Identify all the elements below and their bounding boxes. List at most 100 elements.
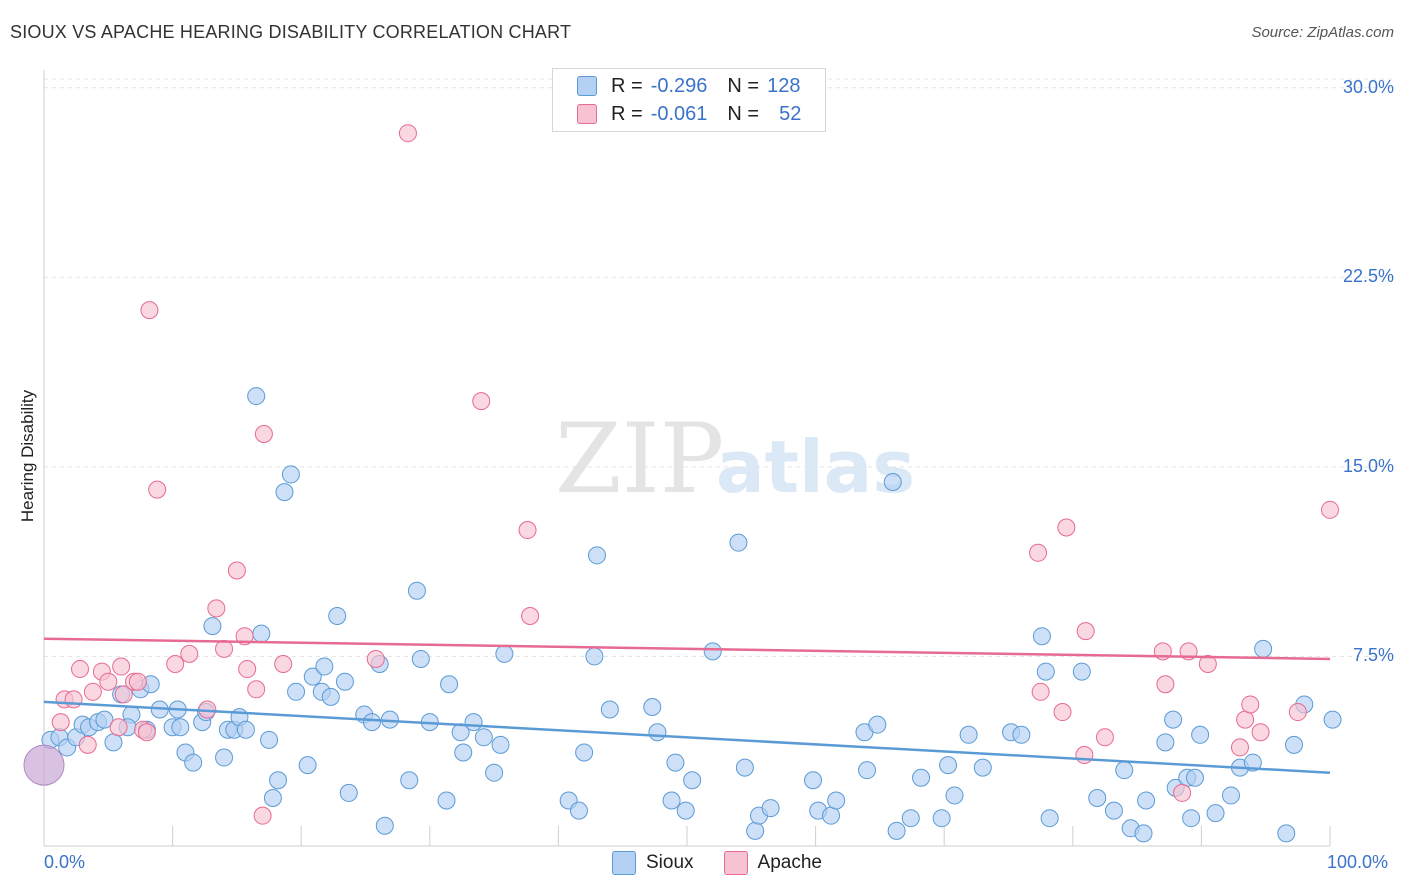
point-sioux <box>303 667 322 686</box>
point-apache <box>253 806 272 825</box>
point-sioux <box>945 786 964 805</box>
point-apache <box>1251 723 1270 742</box>
point-sioux <box>1182 809 1201 828</box>
point-apache <box>238 660 257 679</box>
point-sioux <box>932 809 951 828</box>
point-sioux <box>1284 735 1303 754</box>
point-sioux <box>400 771 419 790</box>
point-apache <box>51 713 70 732</box>
point-sioux <box>1088 788 1107 807</box>
legend-n-value-sioux: 128 <box>767 74 801 97</box>
point-sioux <box>887 821 906 840</box>
bottom-legend-swatch-apache <box>723 851 748 875</box>
point-sioux <box>912 768 931 787</box>
point-apache <box>109 718 128 737</box>
point-sioux <box>1072 662 1091 681</box>
point-apache <box>1230 738 1249 757</box>
y-tick-label: 22.5% <box>1342 266 1394 287</box>
legend-r-value-sioux: -0.296 <box>650 74 708 97</box>
point-sioux <box>827 791 846 810</box>
point-sioux <box>171 718 190 737</box>
point-sioux <box>339 783 358 802</box>
point-sioux <box>362 713 381 732</box>
y-tick-label: 7.5% <box>1352 645 1394 666</box>
point-apache <box>1053 703 1072 722</box>
point-sioux <box>643 697 662 716</box>
grid-lines <box>44 78 1394 657</box>
point-sioux <box>184 753 203 772</box>
legend-r-label: R = <box>611 74 643 97</box>
point-apache <box>99 672 118 691</box>
point-sioux <box>440 675 459 694</box>
y-tick-label: 15.0% <box>1342 455 1394 476</box>
point-sioux <box>729 533 748 552</box>
point-sioux <box>761 799 780 818</box>
point-sioux <box>321 687 340 706</box>
point-sioux <box>1191 725 1210 744</box>
point-sioux <box>1254 639 1273 658</box>
point-apache <box>518 521 537 540</box>
point-sioux <box>1134 824 1153 843</box>
point-sioux <box>1277 824 1296 843</box>
point-apache <box>112 657 131 676</box>
point-sioux <box>666 753 685 772</box>
point-sioux <box>746 821 765 840</box>
point-apache <box>148 480 167 499</box>
point-sioux <box>437 791 456 810</box>
point-sioux <box>683 771 702 790</box>
point-apache <box>235 627 254 646</box>
point-apache <box>1075 746 1094 765</box>
point-sioux <box>1040 809 1059 828</box>
point-sioux <box>495 644 514 663</box>
point-sioux <box>1243 753 1262 772</box>
point-sioux <box>252 624 271 643</box>
point-apache <box>1156 675 1175 694</box>
point-apache <box>71 660 90 679</box>
point-sioux <box>203 617 222 636</box>
bottom-legend-swatch-sioux <box>612 851 636 875</box>
legend-r-label: R = <box>611 102 643 125</box>
point-apache <box>521 606 540 625</box>
point-sioux <box>822 806 841 825</box>
point-sioux <box>1164 710 1183 729</box>
point-apache <box>140 301 159 320</box>
point-apache <box>128 672 147 691</box>
point-sioux <box>735 758 754 777</box>
point-sioux <box>1012 725 1031 744</box>
point-sioux <box>298 756 317 775</box>
watermark-zip: ZIP <box>555 403 724 515</box>
point-sioux <box>901 809 920 828</box>
point-apache <box>137 723 156 742</box>
point-sioux <box>260 730 279 749</box>
point-sioux <box>263 788 282 807</box>
point-sioux <box>585 647 604 666</box>
point-apache <box>1076 622 1095 641</box>
point-sioux <box>275 483 294 502</box>
point-sioux <box>287 682 306 701</box>
trend-line-sioux <box>43 700 1331 774</box>
point-apache <box>254 424 273 443</box>
legend-n-label: N = <box>727 102 760 125</box>
trend-line-apache <box>43 637 1331 661</box>
point-apache <box>1321 500 1339 519</box>
point-apache <box>1057 518 1076 537</box>
point-sioux <box>600 700 619 719</box>
point-sioux <box>858 761 877 780</box>
point-apache <box>398 124 417 143</box>
point-sioux <box>587 546 606 565</box>
point-sioux <box>703 642 722 661</box>
bottom-legend-sioux: Sioux <box>612 851 694 875</box>
point-apache <box>1095 728 1114 747</box>
chart-title: SIOUX VS APACHE HEARING DISABILITY CORRE… <box>10 22 572 42</box>
point-sioux <box>575 743 594 762</box>
point-sioux <box>973 758 992 777</box>
point-sioux <box>883 473 902 492</box>
legend-box: R = -0.296 N = 128 R = -0.061 N = 52 <box>552 68 826 132</box>
point-sioux <box>104 733 123 752</box>
point-apache <box>1288 703 1307 722</box>
point-sioux <box>236 720 255 739</box>
legend-row-sioux: R = -0.296 N = 128 <box>577 74 800 98</box>
point-sioux <box>269 771 288 790</box>
point-apache <box>64 690 83 709</box>
